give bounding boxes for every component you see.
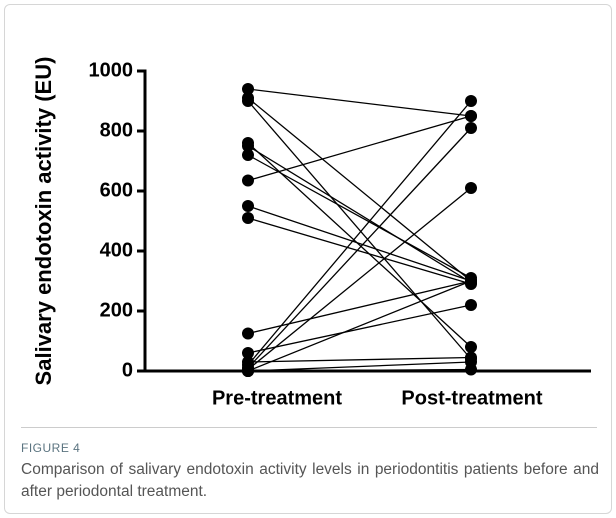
dot (465, 122, 477, 134)
dot (465, 351, 477, 364)
separator (21, 427, 597, 428)
pair-line (247, 205, 472, 282)
dot (242, 356, 254, 368)
pair-line (247, 368, 472, 372)
y-tick-label: 200 (100, 299, 133, 321)
pair-line (247, 100, 472, 360)
dot (465, 363, 477, 376)
dot (242, 140, 254, 152)
pair-line (247, 280, 472, 335)
dot (465, 95, 477, 107)
y-tick-label: 0 (122, 359, 133, 381)
dot (242, 212, 254, 224)
x-tick-label: Post-treatment (401, 387, 542, 409)
dot (465, 275, 477, 287)
dot (242, 83, 254, 95)
figure: Salivary endotoxin activity (EU) 0 200 400… (4, 4, 612, 514)
dot (242, 95, 254, 107)
y-tick-label: 600 (100, 179, 133, 201)
figure-label: FIGURE 4 (21, 441, 81, 455)
chart: Salivary endotoxin activity (EU) 0 200 400… (31, 57, 591, 409)
dot (242, 347, 254, 359)
y-tick-label: 1000 (89, 59, 134, 81)
pair-line (247, 115, 472, 182)
dot (465, 110, 477, 122)
pair-line (247, 217, 472, 285)
x-tick-label: Pre-treatment (212, 387, 342, 409)
pair-line (247, 280, 472, 372)
pair-line (247, 100, 472, 366)
y-tick-label: 800 (100, 119, 133, 141)
dot (242, 327, 254, 340)
dot (465, 182, 477, 194)
dot (465, 341, 477, 353)
pair-line (247, 127, 472, 369)
dot (242, 365, 254, 377)
dot (242, 174, 254, 187)
pair-line (247, 187, 472, 371)
pair-line (247, 361, 472, 372)
y-axis-label: Salivary endotoxin activity (EU) (31, 57, 56, 386)
pair-line (247, 154, 472, 279)
dot (465, 299, 477, 311)
pair-line (247, 88, 472, 117)
pair-line (247, 356, 472, 363)
y-tick-label: 400 (100, 239, 133, 261)
caption: Comparison of salivary endotoxin activit… (21, 461, 599, 500)
pair-line (247, 145, 472, 284)
dot (242, 200, 254, 212)
pair-line (247, 304, 472, 354)
dot (242, 149, 254, 161)
pair-line (247, 97, 472, 282)
